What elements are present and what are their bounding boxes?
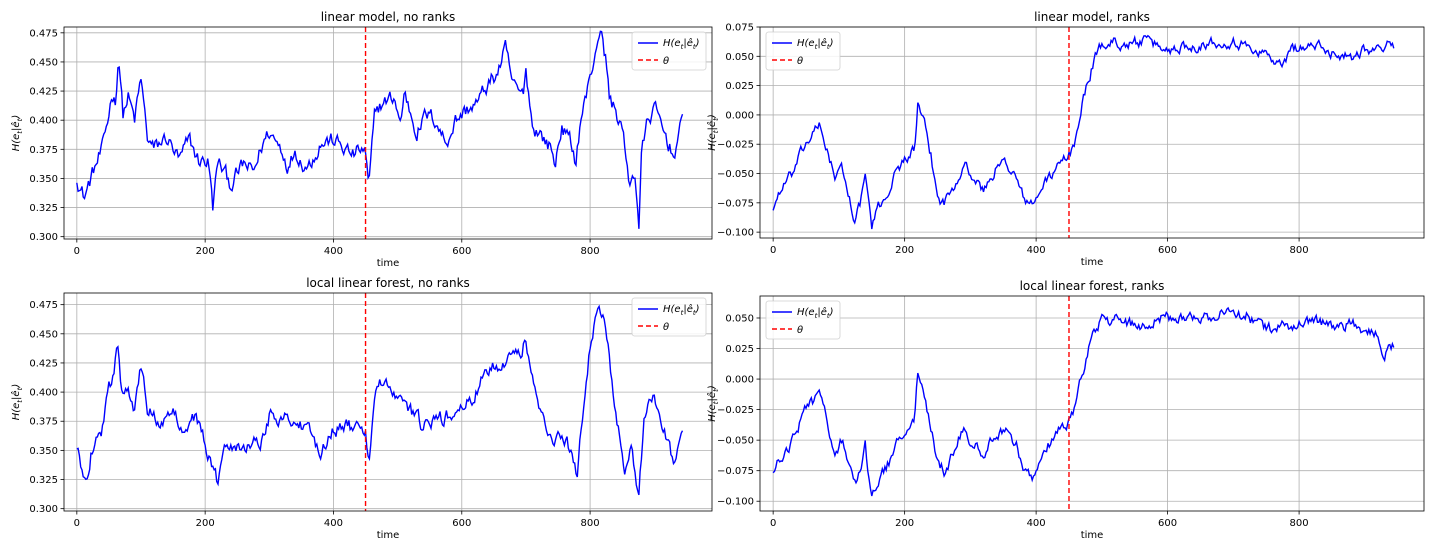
y-tick-label: 0.425 <box>29 87 58 98</box>
y-tick-label: −0.025 <box>717 140 754 151</box>
y-tick-label: 0.375 <box>29 145 58 156</box>
chart-title: linear model, no ranks <box>321 10 456 24</box>
y-tick-label: 0.450 <box>29 57 58 68</box>
legend-series-label: H(et|êt) <box>797 37 834 51</box>
legend-threshold-label: θ <box>797 56 803 67</box>
legend-series-label: H(et|êt) <box>797 306 834 320</box>
x-tick-label: 200 <box>895 245 914 256</box>
y-tick-label: 0.350 <box>29 446 58 457</box>
x-tick-label: 800 <box>581 246 600 257</box>
axes-frame <box>759 295 1425 512</box>
y-tick-label: −0.050 <box>717 169 754 180</box>
xlabel: time <box>1081 530 1104 540</box>
x-tick-label: 800 <box>1290 245 1309 256</box>
y-tick-label: 0.375 <box>29 417 58 428</box>
axes-frame <box>63 26 713 240</box>
x-tick-label: 400 <box>1027 518 1046 529</box>
x-tick-label: 600 <box>1158 245 1177 256</box>
series-line <box>76 304 684 496</box>
legend-threshold-label: θ <box>797 325 803 336</box>
x-tick-label: 800 <box>581 518 600 529</box>
y-tick-label: −0.100 <box>717 497 754 508</box>
series-line <box>76 30 684 229</box>
x-tick-label: 200 <box>196 246 215 257</box>
y-tick-label: 0.075 <box>725 23 754 34</box>
y-tick-label: 0.325 <box>29 475 58 486</box>
chart-panel: 0 200 400 600 800 0.300 0.325 0.350 0.375 0.400 0.… <box>10 276 713 540</box>
chart-title: linear model, ranks <box>1034 10 1150 24</box>
ylabel: H(et|êt) <box>706 385 720 422</box>
y-tick-label: 0.425 <box>29 358 58 369</box>
xlabel: time <box>377 530 400 540</box>
legend: H(et|êt) θ <box>765 300 841 340</box>
y-tick-label: 0.475 <box>29 300 58 311</box>
y-tick-label: 0.300 <box>29 504 58 515</box>
y-tick-label: 0.050 <box>725 313 754 324</box>
xlabel: time <box>377 258 400 269</box>
y-tick-label: 0.350 <box>29 174 58 185</box>
legend-threshold-label: θ <box>663 322 669 333</box>
x-tick-label: 200 <box>895 518 914 529</box>
chart-title: local linear forest, ranks <box>1020 279 1165 293</box>
y-tick-label: −0.075 <box>717 466 754 477</box>
chart-panel: 0 200 400 600 800 −0.100 −0.075 −0.050 −0.025 0.0… <box>706 10 1425 268</box>
y-tick-label: 0.400 <box>29 388 58 399</box>
x-tick-label: 0 <box>770 245 776 256</box>
legend: H(et|êt) θ <box>765 31 841 71</box>
x-tick-label: 600 <box>452 518 471 529</box>
legend-series-label: H(et|êt) <box>663 303 700 317</box>
y-tick-label: 0.000 <box>725 110 754 121</box>
y-tick-label: 0.300 <box>29 232 58 243</box>
y-tick-label: 0.000 <box>725 375 754 386</box>
y-tick-label: 0.025 <box>725 81 754 92</box>
chart-panel: 0 200 400 600 800 −0.100 −0.075 −0.050 −0.025 0.0… <box>706 279 1425 540</box>
x-tick-label: 600 <box>452 246 471 257</box>
y-tick-label: 0.450 <box>29 329 58 340</box>
x-tick-label: 0 <box>74 518 80 529</box>
x-tick-label: 0 <box>770 518 776 529</box>
y-tick-label: −0.025 <box>717 405 754 416</box>
series-line <box>772 306 1395 497</box>
chart-panel: 0 200 400 600 800 0.300 0.325 0.350 0.375 0.400 0.… <box>10 10 713 269</box>
chart-title: local linear forest, no ranks <box>306 276 470 290</box>
x-tick-label: 400 <box>324 246 343 257</box>
legend: H(et|êt) θ <box>631 297 707 337</box>
legend-series-label: H(et|êt) <box>663 37 700 51</box>
x-tick-label: 400 <box>1027 245 1046 256</box>
y-tick-label: 0.475 <box>29 28 58 39</box>
y-tick-label: −0.050 <box>717 436 754 447</box>
y-tick-label: −0.075 <box>717 198 754 209</box>
y-tick-label: 0.025 <box>725 344 754 355</box>
legend-threshold-label: θ <box>663 56 669 67</box>
ylabel: H(et|êt) <box>10 384 24 421</box>
y-tick-label: 0.325 <box>29 203 58 214</box>
y-tick-label: 0.050 <box>725 52 754 63</box>
legend: H(et|êt) θ <box>631 31 707 71</box>
x-tick-label: 0 <box>74 246 80 257</box>
axes-frame <box>63 292 713 512</box>
y-tick-label: −0.100 <box>717 228 754 239</box>
ylabel: H(et|êt) <box>706 114 720 151</box>
ylabel: H(et|êt) <box>10 115 24 152</box>
y-tick-label: 0.400 <box>29 116 58 127</box>
series-line <box>772 34 1395 230</box>
xlabel: time <box>1081 257 1104 268</box>
x-tick-label: 200 <box>196 518 215 529</box>
x-tick-label: 400 <box>324 518 343 529</box>
x-tick-label: 600 <box>1158 518 1177 529</box>
x-tick-label: 800 <box>1290 518 1309 529</box>
axes-frame <box>759 26 1425 239</box>
